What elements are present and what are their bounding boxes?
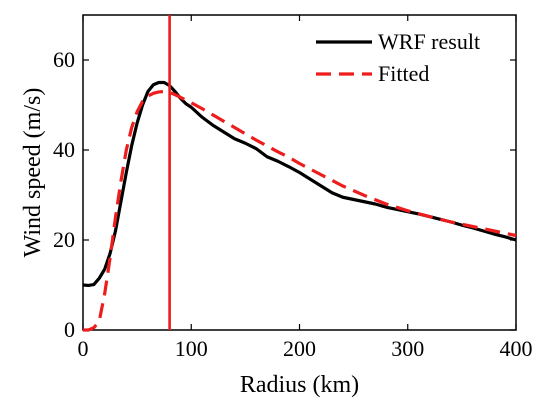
y-tick-label: 40 xyxy=(53,137,75,162)
x-tick-label: 0 xyxy=(78,336,89,361)
y-tick-label: 20 xyxy=(53,227,75,252)
series-layer xyxy=(82,80,517,332)
y-axis-label: Wind speed (m/s) xyxy=(20,88,46,258)
axis-labels: Radius (km) Wind speed (m/s) xyxy=(20,88,359,398)
x-tick-label: 400 xyxy=(500,336,533,361)
x-tick-label: 200 xyxy=(283,336,316,361)
series-line-fitted xyxy=(83,89,517,332)
series-line-wrf-result xyxy=(82,80,517,288)
legend-label: Fitted xyxy=(378,61,429,86)
x-axis-label: Radius (km) xyxy=(240,372,359,398)
legend: WRF result Fitted xyxy=(316,29,480,86)
legend-label: WRF result xyxy=(378,29,480,54)
x-tick-label: 300 xyxy=(391,336,424,361)
x-tick-label: 100 xyxy=(175,336,208,361)
y-tick-label: 0 xyxy=(64,317,75,342)
axes: 0 100 200 300 400 0 20 40 60 xyxy=(53,14,533,361)
y-tick-label: 60 xyxy=(53,47,75,72)
